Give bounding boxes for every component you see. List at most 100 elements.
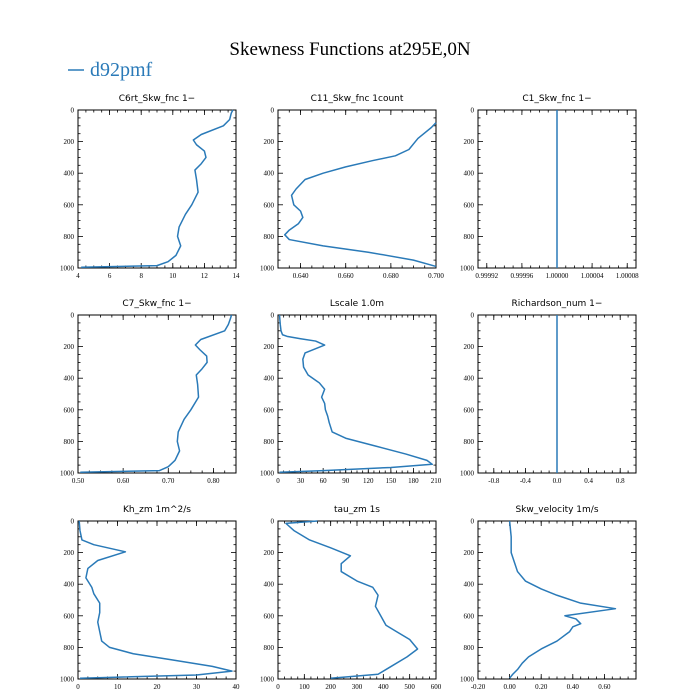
y-tick-label: 200 bbox=[464, 549, 475, 557]
y-tick-label: 800 bbox=[264, 233, 275, 241]
y-tick-label: 600 bbox=[264, 201, 275, 209]
y-tick-label: 600 bbox=[64, 406, 75, 414]
x-tick-label: 0.60 bbox=[117, 477, 130, 485]
panel-title: C7_Skw_fnc 1− bbox=[122, 299, 191, 309]
x-tick-label: 0 bbox=[276, 477, 280, 485]
y-tick-label: 400 bbox=[64, 375, 75, 383]
x-tick-label: 0 bbox=[76, 683, 80, 691]
x-tick-label: 0.20 bbox=[535, 683, 548, 691]
plot-frame bbox=[277, 109, 437, 269]
x-tick-label: 20 bbox=[154, 683, 162, 691]
y-tick-label: 600 bbox=[464, 406, 475, 414]
x-tick-label: -0.20 bbox=[471, 683, 486, 691]
series-line bbox=[80, 314, 233, 473]
x-tick-label: 0.60 bbox=[598, 683, 611, 691]
x-tick-label: 400 bbox=[378, 683, 389, 691]
y-tick-label: 400 bbox=[464, 170, 475, 178]
y-tick-label: 200 bbox=[64, 343, 75, 351]
x-tick-label: 0.70 bbox=[162, 477, 175, 485]
y-tick-label: 800 bbox=[264, 644, 275, 652]
y-tick-label: 800 bbox=[64, 438, 75, 446]
y-tick-label: 400 bbox=[264, 375, 275, 383]
y-tick-label: 800 bbox=[464, 438, 475, 446]
panel-title: Richardson_num 1− bbox=[512, 299, 603, 309]
series-line bbox=[284, 122, 437, 268]
x-tick-label: 1.00004 bbox=[581, 272, 604, 280]
y-tick-label: 1000 bbox=[460, 676, 475, 684]
series-line bbox=[81, 109, 234, 268]
y-tick-label: 1000 bbox=[60, 265, 75, 273]
panel-1: C11_Skw_fnc 1count 0 200 400 600 800 1000 0.640… bbox=[260, 94, 444, 280]
x-tick-label: 150 bbox=[386, 477, 397, 485]
x-tick-label: 0 bbox=[276, 683, 280, 691]
x-tick-label: 210 bbox=[431, 477, 442, 485]
plot-frame bbox=[77, 520, 237, 680]
y-tick-label: 600 bbox=[64, 612, 75, 620]
y-tick-label: 400 bbox=[64, 170, 75, 178]
x-tick-label: 1.00000 bbox=[546, 272, 569, 280]
x-tick-label: 0.4 bbox=[584, 477, 593, 485]
y-tick-label: 800 bbox=[64, 644, 75, 652]
x-tick-label: 30 bbox=[297, 477, 305, 485]
y-tick-label: 1000 bbox=[60, 676, 75, 684]
y-tick-label: 800 bbox=[64, 233, 75, 241]
x-tick-label: 1.00008 bbox=[616, 272, 639, 280]
y-tick-label: 200 bbox=[464, 138, 475, 146]
panel-title: Lscale 1.0m bbox=[330, 299, 384, 309]
x-tick-label: 0.700 bbox=[428, 272, 444, 280]
y-tick-label: 200 bbox=[264, 549, 275, 557]
panel-title: C11_Skw_fnc 1count bbox=[311, 94, 404, 104]
y-tick-label: 600 bbox=[264, 612, 275, 620]
x-tick-label: 600 bbox=[431, 683, 442, 691]
x-tick-label: 30 bbox=[193, 683, 201, 691]
y-tick-label: 0 bbox=[271, 518, 275, 526]
x-tick-label: -0.8 bbox=[488, 477, 500, 485]
y-tick-label: 1000 bbox=[260, 676, 275, 684]
x-tick-label: 0.99996 bbox=[511, 272, 534, 280]
y-tick-label: 1000 bbox=[260, 470, 275, 478]
y-tick-label: 600 bbox=[464, 201, 475, 209]
panel-8: Skw_velocity 1m/s 0 200 400 600 800 1000-0.20 0… bbox=[460, 505, 637, 691]
x-tick-label: 12 bbox=[201, 272, 209, 280]
y-tick-label: 200 bbox=[264, 138, 275, 146]
plot-frame bbox=[277, 520, 437, 680]
panel-title: C1_Skw_fnc 1− bbox=[522, 94, 591, 104]
x-tick-label: 100 bbox=[299, 683, 310, 691]
x-tick-label: 6 bbox=[108, 272, 112, 280]
x-tick-label: 60 bbox=[320, 477, 328, 485]
x-tick-label: 0.00 bbox=[503, 683, 516, 691]
x-tick-label: 0.640 bbox=[293, 272, 309, 280]
y-tick-label: 0 bbox=[471, 107, 475, 115]
plot-frame bbox=[77, 109, 237, 269]
x-tick-label: 0.680 bbox=[383, 272, 399, 280]
y-tick-label: 1000 bbox=[260, 265, 275, 273]
x-tick-label: 40 bbox=[233, 683, 241, 691]
y-tick-label: 400 bbox=[64, 581, 75, 589]
x-tick-label: 14 bbox=[233, 272, 241, 280]
y-tick-label: 1000 bbox=[460, 470, 475, 478]
x-tick-label: 0.0 bbox=[553, 477, 562, 485]
y-tick-label: 0 bbox=[471, 518, 475, 526]
x-tick-label: 8 bbox=[139, 272, 143, 280]
y-tick-label: 600 bbox=[464, 612, 475, 620]
panel-title: tau_zm 1s bbox=[334, 505, 380, 515]
legend: d92pmf bbox=[68, 59, 153, 81]
panel-5: Richardson_num 1− 0 200 400 600 800 1000 -0.8 -0… bbox=[460, 299, 637, 485]
series-line bbox=[278, 314, 433, 473]
y-tick-label: 200 bbox=[264, 343, 275, 351]
plot-frame bbox=[477, 520, 637, 680]
y-tick-label: 0 bbox=[271, 312, 275, 320]
y-tick-label: 800 bbox=[464, 644, 475, 652]
y-tick-label: 600 bbox=[64, 201, 75, 209]
series-line bbox=[78, 520, 233, 679]
x-tick-label: 300 bbox=[352, 683, 363, 691]
y-tick-label: 0 bbox=[71, 518, 75, 526]
series-line bbox=[285, 520, 419, 679]
x-tick-label: 0.40 bbox=[567, 683, 580, 691]
